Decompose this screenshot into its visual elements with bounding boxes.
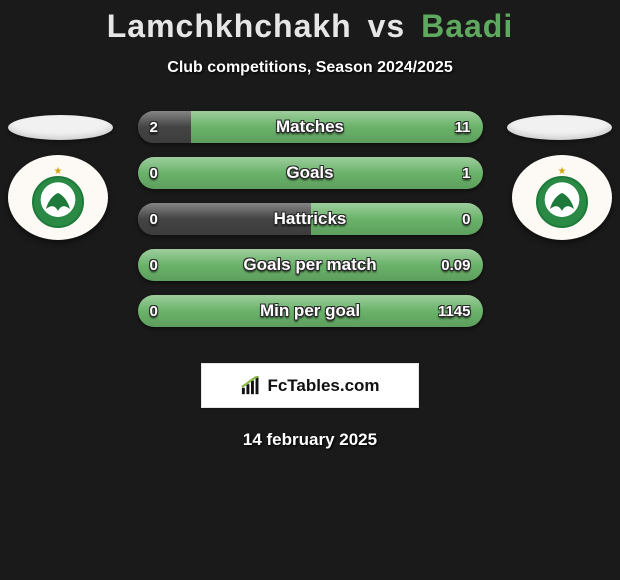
stat-label: Min per goal [138,295,483,327]
chart-icon [240,376,262,396]
stat-label: Matches [138,111,483,143]
team-badge [8,111,113,140]
title-player1: Lamchkhchakh [107,8,352,44]
stat-value-right: 11 [455,111,471,143]
stat-label: Goals [138,157,483,189]
stat-value-right: 0 [462,203,470,235]
stat-value-right: 1 [462,157,470,189]
stat-row: 0 Min per goal 1145 [0,295,620,341]
stat-row: 0 Goals per match 0.09 [0,249,620,295]
team-badge [507,111,612,140]
page-title: Lamchkhchakh vs Baadi [0,8,620,45]
stat-row: 2 Matches 11 [0,111,620,157]
stat-rows: 2 Matches 11 ★ ★ 0 Go [0,111,620,341]
subheader: Club competitions, Season 2024/2025 [0,59,620,77]
date: 14 february 2025 [0,430,620,450]
stat-label: Hattricks [138,203,483,235]
stat-label: Goals per match [138,249,483,281]
stat-row: ★ ★ 0 Goals 1 [0,157,620,203]
stat-row: 0 Hattricks 0 [0,203,620,249]
brand-box[interactable]: FcTables.com [201,363,419,408]
stat-bar: 0 Hattricks 0 [138,203,483,235]
stat-value-right: 0.09 [441,249,470,281]
stat-bar: 0 Goals per match 0.09 [138,249,483,281]
stat-bar: 2 Matches 11 [138,111,483,143]
title-vs: vs [368,8,406,44]
stat-bar: 0 Goals 1 [138,157,483,189]
stat-bar: 0 Min per goal 1145 [138,295,483,327]
stats-card: Lamchkhchakh vs Baadi Club competitions,… [0,0,620,450]
brand-text: FcTables.com [267,376,379,396]
title-player2: Baadi [421,8,513,44]
stat-value-right: 1145 [438,295,471,327]
